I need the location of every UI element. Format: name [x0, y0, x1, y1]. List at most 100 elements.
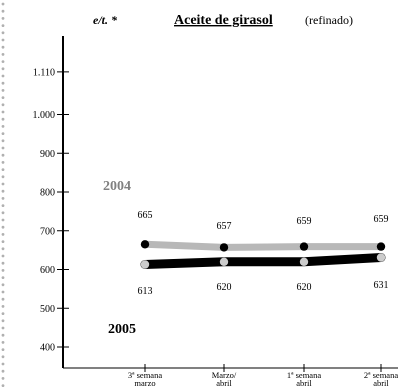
- border-dot: [1, 24, 5, 27]
- x-tick-label: 1ª semana: [287, 370, 321, 380]
- x-tick-label: abril: [373, 378, 389, 388]
- border-dot: [1, 211, 5, 215]
- chart-subtitle: (refinado): [305, 13, 353, 27]
- data-point-2005: [140, 260, 150, 269]
- y-tick-label: 700: [40, 226, 55, 237]
- data-label-2004: 659: [374, 214, 389, 225]
- series-lines: [140, 240, 386, 269]
- y-tick-label: 800: [40, 188, 55, 199]
- y-tick-label: 900: [40, 149, 55, 160]
- data-label-2004: 657: [217, 221, 232, 232]
- border-dot: [1, 326, 5, 330]
- series-label-2004: 2004: [103, 179, 131, 194]
- border-dot: [1, 225, 5, 229]
- series-line-2004: [141, 240, 385, 251]
- border-dot: [1, 161, 5, 164]
- x-tick-label: abril: [296, 378, 312, 388]
- series-line-2005: [140, 253, 386, 269]
- series-label-2005: 2005: [108, 322, 136, 337]
- x-tick-label: abril: [216, 378, 232, 388]
- border-dot: [1, 305, 5, 308]
- border-dot: [1, 377, 5, 380]
- border-dot: [1, 189, 5, 193]
- border-dot: [1, 333, 5, 337]
- border-dot: [1, 96, 5, 99]
- y-tick-label: 1.110: [33, 67, 55, 78]
- data-point-2004: [219, 243, 229, 252]
- y-tick-label: 600: [40, 265, 55, 276]
- x-tick-label: 2ª semana: [364, 370, 398, 380]
- border-dot: [1, 247, 5, 251]
- border-dot: [1, 17, 5, 20]
- border-dot: [1, 74, 5, 78]
- border-dot: [1, 89, 5, 92]
- border-dot: [1, 146, 5, 150]
- border-dot: [1, 153, 5, 157]
- data-point-2004: [299, 242, 309, 251]
- border-dot: [1, 117, 5, 121]
- data-label-2005: 613: [138, 286, 153, 297]
- x-tick-label: Marzo/: [212, 370, 237, 380]
- data-label-2004: 665: [138, 210, 153, 221]
- border-dot: [1, 355, 5, 359]
- border-dot: [1, 67, 5, 71]
- border-dot: [1, 45, 5, 49]
- border-dot: [1, 2, 5, 6]
- data-point-2004: [140, 240, 150, 249]
- border-dot: [1, 218, 5, 222]
- data-label-2004: 659: [297, 216, 312, 227]
- border-dot: [1, 9, 5, 13]
- border-dot: [1, 103, 5, 107]
- dotted-border: [1, 2, 5, 387]
- border-dot: [1, 182, 5, 186]
- border-dot: [1, 125, 5, 128]
- border-dot: [1, 269, 5, 272]
- border-dot: [1, 60, 5, 63]
- data-label-2005: 620: [297, 282, 312, 293]
- border-dot: [1, 81, 5, 85]
- y-tick-label: 1.000: [33, 110, 56, 121]
- border-dot: [1, 175, 5, 179]
- border-dot: [1, 312, 5, 315]
- data-point-2005: [299, 257, 309, 266]
- unit-label: e/t. *: [93, 13, 118, 27]
- border-dot: [1, 204, 5, 208]
- border-dot: [1, 53, 5, 56]
- border-dot: [1, 319, 5, 323]
- border-dot: [1, 233, 5, 236]
- border-dot: [1, 240, 5, 244]
- data-label-2005: 620: [217, 282, 232, 293]
- border-dot: [1, 290, 5, 294]
- x-tick-label: 3ª semana: [128, 370, 162, 380]
- data-label-2005: 631: [374, 280, 389, 291]
- border-dot: [1, 261, 5, 265]
- data-point-2004: [376, 242, 386, 251]
- border-dot: [1, 31, 5, 35]
- border-dot: [1, 276, 5, 279]
- border-dot: [1, 168, 5, 172]
- chart-title: Aceite de girasol: [174, 13, 273, 28]
- data-point-2005: [376, 253, 386, 262]
- border-dot: [1, 254, 5, 258]
- y-tick-label: 500: [40, 304, 55, 315]
- border-dot: [1, 38, 5, 42]
- x-tick-label: marzo: [134, 378, 155, 388]
- border-dot: [1, 297, 5, 301]
- border-dot: [1, 132, 5, 136]
- border-dot: [1, 197, 5, 200]
- border-dot: [1, 384, 5, 387]
- series-points: [140, 240, 386, 269]
- y-tick-label: 400: [40, 343, 55, 354]
- border-dot: [1, 110, 5, 114]
- border-dot: [1, 369, 5, 373]
- border-dot: [1, 348, 5, 351]
- y-ticks: 400 500 600 700 800 900 1.000 1.110: [33, 67, 69, 354]
- border-dot: [1, 362, 5, 366]
- border-dot: [1, 283, 5, 287]
- data-point-2005: [219, 257, 229, 266]
- data-labels: 665 657 659 659 613 620 620 631: [138, 210, 389, 297]
- border-dot: [1, 139, 5, 143]
- border-dot: [1, 341, 5, 344]
